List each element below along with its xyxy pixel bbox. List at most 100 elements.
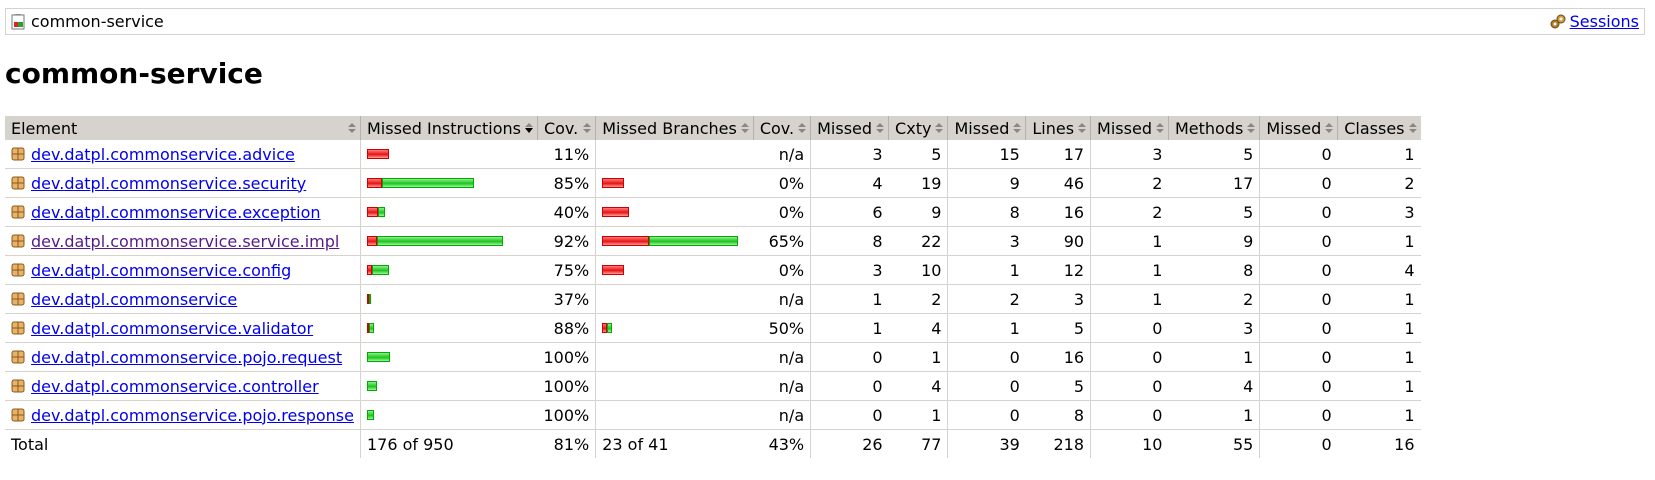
cov-branches-cell: 0% bbox=[753, 255, 811, 285]
header-classes[interactable]: Classes bbox=[1337, 116, 1421, 140]
table-row: dev.datpl.commonservice.pojo.response 100… bbox=[5, 400, 1421, 430]
cov-branches-cell: n/a bbox=[753, 342, 811, 372]
lines-cell: 46 bbox=[1025, 168, 1091, 198]
element-cell: dev.datpl.commonservice.controller bbox=[5, 371, 361, 401]
methods-cell: 1 bbox=[1168, 400, 1260, 430]
cov-instructions-cell: 100% bbox=[537, 342, 596, 372]
missed-lines-cell: 0 bbox=[947, 371, 1026, 401]
package-icon bbox=[11, 408, 25, 422]
missed-bar bbox=[602, 236, 650, 246]
lines-cell: 5 bbox=[1025, 313, 1091, 343]
lines-cell: 12 bbox=[1025, 255, 1091, 285]
complexity-cell: 5 bbox=[888, 140, 948, 169]
breadcrumb: common-service Sessions bbox=[5, 8, 1645, 35]
classes-cell: 1 bbox=[1337, 371, 1421, 401]
header-element[interactable]: Element bbox=[5, 116, 361, 140]
package-icon bbox=[11, 379, 25, 393]
breadcrumb-root: common-service bbox=[11, 12, 164, 32]
package-link[interactable]: dev.datpl.commonservice.validator bbox=[31, 318, 314, 338]
coverage-table: Element Missed Instructions Cov. Missed … bbox=[5, 116, 1421, 458]
package-link[interactable]: dev.datpl.commonservice.controller bbox=[31, 376, 319, 396]
missed-methods-cell: 0 bbox=[1090, 342, 1169, 372]
missed-complexity-cell: 0 bbox=[810, 400, 889, 430]
missed-complexity-cell: 4 bbox=[810, 168, 889, 198]
missed-classes-cell: 0 bbox=[1259, 255, 1338, 285]
package-link[interactable]: dev.datpl.commonservice.security bbox=[31, 173, 307, 193]
header-missed-methods[interactable]: Missed bbox=[1090, 116, 1169, 140]
missed-branches-cell bbox=[595, 284, 754, 314]
cov-branches-cell: 50% bbox=[753, 313, 811, 343]
header-missed-instructions[interactable]: Missed Instructions bbox=[359, 116, 538, 140]
cov-branches-cell: 0% bbox=[753, 168, 811, 198]
instructions-bar bbox=[366, 293, 531, 305]
lines-cell: 5 bbox=[1025, 371, 1091, 401]
sort-icon bbox=[1155, 123, 1164, 133]
missed-classes-cell: 0 bbox=[1259, 284, 1338, 314]
missed-branches-cell bbox=[595, 255, 754, 285]
classes-cell: 3 bbox=[1337, 197, 1421, 227]
package-link[interactable]: dev.datpl.commonservice.config bbox=[31, 260, 292, 280]
complexity-cell: 19 bbox=[888, 168, 948, 198]
missed-classes-cell: 0 bbox=[1259, 168, 1338, 198]
header-missed-lines[interactable]: Missed bbox=[947, 116, 1026, 140]
missed-lines-cell: 3 bbox=[947, 226, 1026, 256]
header-cov-branches[interactable]: Cov. bbox=[752, 116, 811, 140]
sessions-icon bbox=[1550, 14, 1566, 29]
missed-branches-cell bbox=[595, 342, 754, 372]
header-cov-instructions[interactable]: Cov. bbox=[536, 116, 596, 140]
package-icon bbox=[11, 350, 25, 364]
header-missed-complexity[interactable]: Missed bbox=[810, 116, 889, 140]
header-missed-classes[interactable]: Missed bbox=[1259, 116, 1338, 140]
package-icon bbox=[11, 147, 25, 161]
package-link[interactable]: dev.datpl.commonservice.service.impl bbox=[31, 231, 340, 251]
branches-bar bbox=[602, 206, 747, 218]
package-link[interactable]: dev.datpl.commonservice bbox=[31, 289, 238, 309]
missed-lines-cell: 0 bbox=[947, 342, 1026, 372]
cov-instructions-cell: 88% bbox=[537, 313, 596, 343]
cov-branches-cell: n/a bbox=[753, 371, 811, 401]
package-link[interactable]: dev.datpl.commonservice.exception bbox=[31, 202, 321, 222]
cov-branches-cell: 0% bbox=[753, 197, 811, 227]
header-missed-branches[interactable]: Missed Branches bbox=[595, 116, 754, 140]
covered-bar bbox=[368, 294, 371, 304]
sort-icon bbox=[876, 123, 885, 133]
element-cell: dev.datpl.commonservice.config bbox=[5, 255, 361, 285]
package-link[interactable]: dev.datpl.commonservice.pojo.response bbox=[31, 405, 354, 425]
package-link[interactable]: dev.datpl.commonservice.pojo.request bbox=[31, 347, 343, 367]
missed-lines-cell: 2 bbox=[947, 284, 1026, 314]
missed-classes-cell: 0 bbox=[1259, 342, 1338, 372]
cov-instructions-cell: 85% bbox=[537, 168, 596, 198]
package-icon bbox=[11, 292, 25, 306]
missed-instructions-cell bbox=[359, 371, 538, 401]
page-title: common-service bbox=[5, 57, 263, 90]
instructions-bar bbox=[366, 380, 531, 392]
total-missed-classes: 0 bbox=[1259, 429, 1338, 458]
breadcrumb-title: common-service bbox=[31, 12, 164, 31]
total-label: Total bbox=[11, 434, 49, 454]
header-lines[interactable]: Lines bbox=[1025, 116, 1091, 140]
covered-bar bbox=[376, 236, 503, 246]
missed-instructions-cell bbox=[359, 313, 538, 343]
missed-branches-cell bbox=[595, 400, 754, 430]
package-icon bbox=[11, 176, 25, 190]
instructions-bar bbox=[366, 264, 531, 276]
branches-bar bbox=[602, 177, 747, 189]
missed-bar bbox=[366, 323, 369, 333]
missed-methods-cell: 3 bbox=[1090, 140, 1169, 169]
missed-lines-cell: 9 bbox=[947, 168, 1026, 198]
missed-instructions-cell bbox=[359, 284, 538, 314]
element-cell: dev.datpl.commonservice.service.impl bbox=[5, 226, 361, 256]
methods-cell: 5 bbox=[1168, 197, 1260, 227]
sessions-link[interactable]: Sessions bbox=[1569, 12, 1639, 31]
header-complexity[interactable]: Cxty bbox=[888, 116, 948, 140]
total-methods: 55 bbox=[1232, 434, 1254, 454]
classes-cell: 1 bbox=[1337, 140, 1421, 169]
header-methods[interactable]: Methods bbox=[1167, 116, 1260, 140]
lines-cell: 90 bbox=[1025, 226, 1091, 256]
cov-instructions-cell: 37% bbox=[537, 284, 596, 314]
instructions-bar bbox=[366, 235, 531, 247]
sort-icon bbox=[935, 123, 944, 133]
missed-instructions-cell bbox=[359, 255, 538, 285]
missed-branches-cell bbox=[595, 371, 754, 401]
package-link[interactable]: dev.datpl.commonservice.advice bbox=[31, 144, 295, 164]
